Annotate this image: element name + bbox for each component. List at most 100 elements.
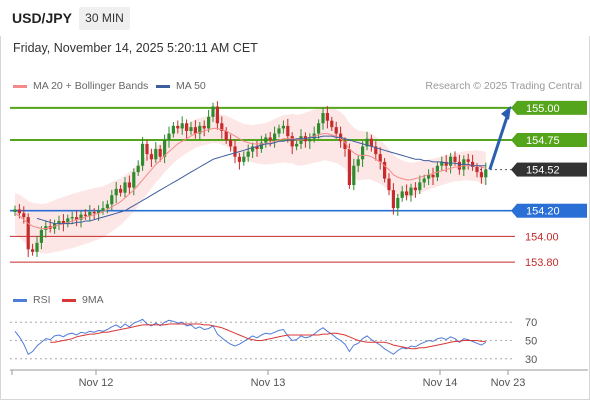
candle-body bbox=[484, 169, 488, 178]
candle-body bbox=[92, 212, 96, 214]
candle-body bbox=[242, 156, 246, 162]
candle-body bbox=[88, 212, 92, 216]
ma50-line bbox=[36, 135, 486, 225]
candle-body bbox=[141, 143, 145, 166]
candle-body bbox=[119, 188, 123, 193]
candle-body bbox=[167, 133, 171, 140]
candle-body bbox=[145, 143, 149, 155]
level-badge-pointer bbox=[511, 133, 517, 147]
bollinger-band bbox=[15, 106, 486, 254]
candle-body bbox=[268, 137, 272, 140]
candle-body bbox=[251, 146, 255, 152]
candle-body bbox=[220, 123, 224, 131]
candle-body bbox=[396, 197, 400, 209]
rsi-tick-label: 30 bbox=[525, 354, 537, 366]
candle-body bbox=[57, 221, 61, 224]
ma20-swatch bbox=[13, 84, 27, 88]
candle-body bbox=[308, 138, 312, 142]
level-badge bbox=[517, 100, 587, 115]
candle-body bbox=[176, 125, 180, 129]
candle-body bbox=[471, 161, 475, 167]
candle-body bbox=[383, 161, 387, 179]
candle-body bbox=[17, 209, 21, 214]
candle-body bbox=[453, 156, 457, 162]
level-badge-pointer bbox=[511, 162, 517, 177]
candle-body bbox=[449, 156, 453, 166]
candle-body bbox=[149, 154, 153, 160]
candle-body bbox=[356, 159, 360, 166]
candle-body bbox=[413, 187, 417, 191]
candle-body bbox=[343, 141, 347, 149]
candle-body bbox=[378, 154, 382, 162]
candle-body bbox=[83, 214, 87, 216]
candle-body bbox=[233, 146, 237, 157]
candle-body bbox=[418, 182, 422, 191]
candle-body bbox=[325, 113, 329, 121]
candle-body bbox=[405, 191, 409, 196]
candle-body bbox=[391, 190, 395, 209]
candle-body bbox=[255, 146, 259, 149]
level-label: 153.80 bbox=[525, 257, 559, 269]
candle-body bbox=[44, 226, 48, 230]
candle-body bbox=[246, 151, 250, 157]
legend-ma20: MA 20 + Bollinger Bands bbox=[13, 80, 148, 92]
candle-body bbox=[259, 142, 263, 149]
timeframe-button[interactable]: 30 MIN bbox=[79, 7, 130, 30]
rsi-ma-line bbox=[50, 323, 486, 350]
candle-body bbox=[317, 123, 321, 134]
candle-body bbox=[61, 221, 65, 224]
candle-body bbox=[136, 165, 140, 173]
candle-body bbox=[290, 136, 294, 147]
candle-body bbox=[114, 188, 118, 196]
candle-body bbox=[193, 127, 197, 134]
candle-body bbox=[479, 172, 483, 178]
level-badge bbox=[517, 133, 587, 147]
candle-body bbox=[22, 213, 26, 218]
candle-body bbox=[369, 138, 373, 147]
candle-body bbox=[198, 125, 202, 134]
candle-body bbox=[365, 138, 369, 147]
candle-body bbox=[66, 218, 70, 224]
rsi-label: RSI bbox=[33, 294, 51, 306]
candle-body bbox=[400, 191, 404, 198]
candle-body bbox=[387, 178, 391, 191]
chart-header: USD/JPY 30 MIN bbox=[0, 0, 590, 36]
x-axis-tick-label: Nov 14 bbox=[423, 377, 458, 389]
candle-body bbox=[79, 214, 83, 220]
candle-body bbox=[361, 146, 365, 160]
candle-body bbox=[444, 161, 448, 166]
candle-body bbox=[431, 174, 435, 178]
candle-body bbox=[211, 106, 215, 117]
candle-body bbox=[101, 208, 105, 211]
rsi-ma-swatch bbox=[62, 298, 76, 302]
candle-body bbox=[224, 131, 228, 140]
candle-body bbox=[105, 204, 109, 209]
candle-body bbox=[440, 161, 444, 166]
level-label: 154.00 bbox=[525, 231, 559, 243]
forecast-arrow-shaft bbox=[488, 116, 509, 171]
candle-body bbox=[466, 159, 470, 162]
candle-body bbox=[75, 217, 79, 220]
candle-body bbox=[202, 125, 206, 129]
candle-body bbox=[330, 120, 334, 128]
rsi-swatch bbox=[13, 298, 27, 302]
candle-body bbox=[171, 125, 175, 134]
candle-body bbox=[189, 127, 193, 131]
level-label: 154.52 bbox=[526, 165, 560, 177]
candle-body bbox=[154, 149, 158, 160]
candle-body bbox=[123, 182, 127, 193]
candle-body bbox=[13, 209, 17, 212]
legend-9ma: 9MA bbox=[62, 294, 104, 306]
level-label: 154.75 bbox=[526, 135, 560, 147]
symbol-title: USD/JPY bbox=[12, 10, 72, 26]
candle-body bbox=[31, 249, 35, 252]
candle-body bbox=[409, 187, 413, 196]
candle-body bbox=[347, 149, 351, 185]
forecast-arrow-head bbox=[501, 105, 511, 120]
candle-body bbox=[321, 113, 325, 124]
candle-body bbox=[435, 165, 439, 178]
credit-text: Research © 2025 Trading Central bbox=[425, 80, 582, 92]
candle-body bbox=[295, 143, 299, 147]
legend-rsi: RSI bbox=[13, 294, 51, 306]
level-label: 155.00 bbox=[526, 103, 560, 115]
